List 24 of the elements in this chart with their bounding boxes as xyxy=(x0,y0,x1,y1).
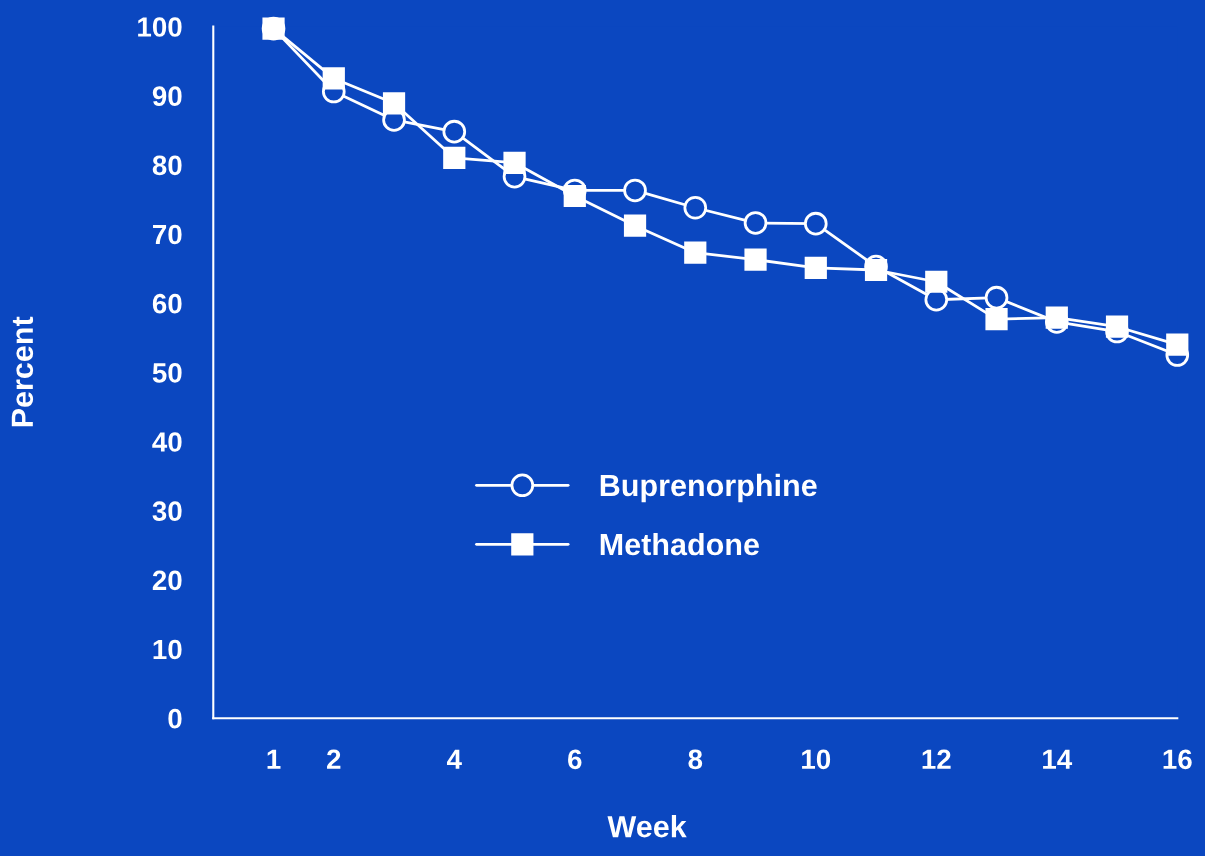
y-tick-label: 40 xyxy=(152,432,182,452)
x-axis-title: Week xyxy=(607,815,687,838)
x-tick-label: 10 xyxy=(802,749,831,770)
y-tick-label: 50 xyxy=(152,363,182,383)
y-tick-label: 80 xyxy=(152,155,182,176)
x-tick-label: 1 xyxy=(267,749,281,769)
legend-label: Buprenorphine xyxy=(600,473,817,503)
x-tick-label: 2 xyxy=(327,749,341,769)
x-tick-label: 8 xyxy=(688,749,703,770)
x-tick-label: 14 xyxy=(1043,749,1073,769)
x-tick-label: 4 xyxy=(446,749,462,769)
y-tick-label: 90 xyxy=(152,86,182,107)
y-tick-label: 0 xyxy=(168,708,182,729)
y-axis-title: Percent xyxy=(11,316,34,427)
y-tick-label: 70 xyxy=(153,224,182,245)
x-tick-label: 16 xyxy=(1163,749,1192,770)
y-tick-label: 10 xyxy=(153,639,182,660)
x-tick-label: 6 xyxy=(568,749,582,770)
y-tick-label: 30 xyxy=(152,501,182,522)
y-tick-label: 100 xyxy=(138,17,182,37)
y-tick-label: 20 xyxy=(152,570,182,591)
legend-label: Methadone xyxy=(600,532,759,556)
y-tick-label: 60 xyxy=(152,293,182,314)
x-tick-label: 12 xyxy=(922,749,951,769)
